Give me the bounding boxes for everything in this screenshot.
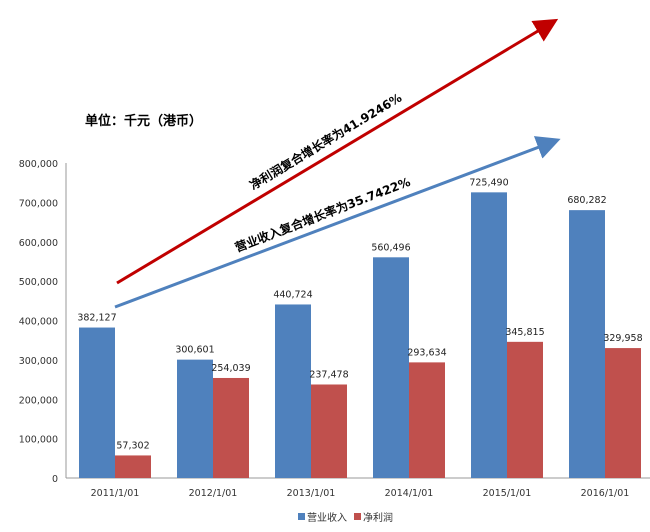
data-label: 680,282 bbox=[567, 195, 606, 206]
y-tick-label: 500,000 bbox=[19, 277, 58, 288]
x-tick-label: 2015/1/01 bbox=[483, 488, 532, 499]
data-label: 725,490 bbox=[469, 177, 508, 188]
y-tick-label: 400,000 bbox=[19, 317, 58, 328]
bar-net-profit bbox=[507, 341, 543, 478]
data-label: 293,634 bbox=[407, 347, 446, 358]
bar-net-profit bbox=[213, 377, 249, 478]
data-label: 300,601 bbox=[175, 345, 214, 356]
y-tick-label: 300,000 bbox=[19, 356, 58, 367]
bar-revenue bbox=[177, 359, 213, 478]
x-tick-label: 2011/1/01 bbox=[91, 488, 140, 499]
net-profit-growth-label: 净利润复合增长率为41.9246% bbox=[247, 90, 404, 193]
bar-net-profit bbox=[409, 362, 445, 478]
data-label: 382,127 bbox=[77, 313, 116, 324]
legend-label-net-profit: 净利润 bbox=[363, 511, 393, 524]
revenue-growth-arrow bbox=[114, 136, 561, 309]
y-tick-label: 700,000 bbox=[19, 198, 58, 209]
y-tick-label: 0 bbox=[52, 474, 58, 485]
bar-net-profit bbox=[115, 455, 151, 478]
y-tick-label: 200,000 bbox=[19, 395, 58, 406]
x-tick-label: 2016/1/01 bbox=[581, 488, 630, 499]
legend-label-revenue: 营业收入 bbox=[307, 511, 347, 524]
legend-swatch-revenue bbox=[298, 513, 305, 520]
net-profit-growth-arrow bbox=[116, 18, 559, 285]
bar-net-profit bbox=[311, 384, 347, 478]
x-tick-label: 2012/1/01 bbox=[189, 488, 238, 499]
data-label: 237,478 bbox=[309, 369, 348, 380]
data-label: 57,302 bbox=[116, 440, 149, 451]
y-tick-label: 600,000 bbox=[19, 238, 58, 249]
bar-revenue bbox=[569, 210, 605, 478]
data-label: 254,039 bbox=[211, 363, 250, 374]
bar-net-profit bbox=[605, 348, 641, 478]
unit-note: 单位：千元（港币） bbox=[85, 113, 202, 129]
data-label: 345,815 bbox=[505, 327, 544, 338]
bar-revenue bbox=[471, 192, 507, 478]
bar-revenue bbox=[275, 304, 311, 478]
data-label: 440,724 bbox=[273, 289, 312, 300]
bar-revenue bbox=[79, 327, 115, 478]
data-label: 560,496 bbox=[371, 242, 410, 253]
x-tick-label: 2014/1/01 bbox=[385, 488, 434, 499]
x-tick-label: 2013/1/01 bbox=[287, 488, 336, 499]
legend-swatch-net-profit bbox=[354, 513, 361, 520]
data-label: 329,958 bbox=[603, 333, 642, 344]
y-tick-label: 800,000 bbox=[19, 159, 58, 170]
y-tick-label: 100,000 bbox=[19, 435, 58, 446]
bar-revenue bbox=[373, 257, 409, 478]
